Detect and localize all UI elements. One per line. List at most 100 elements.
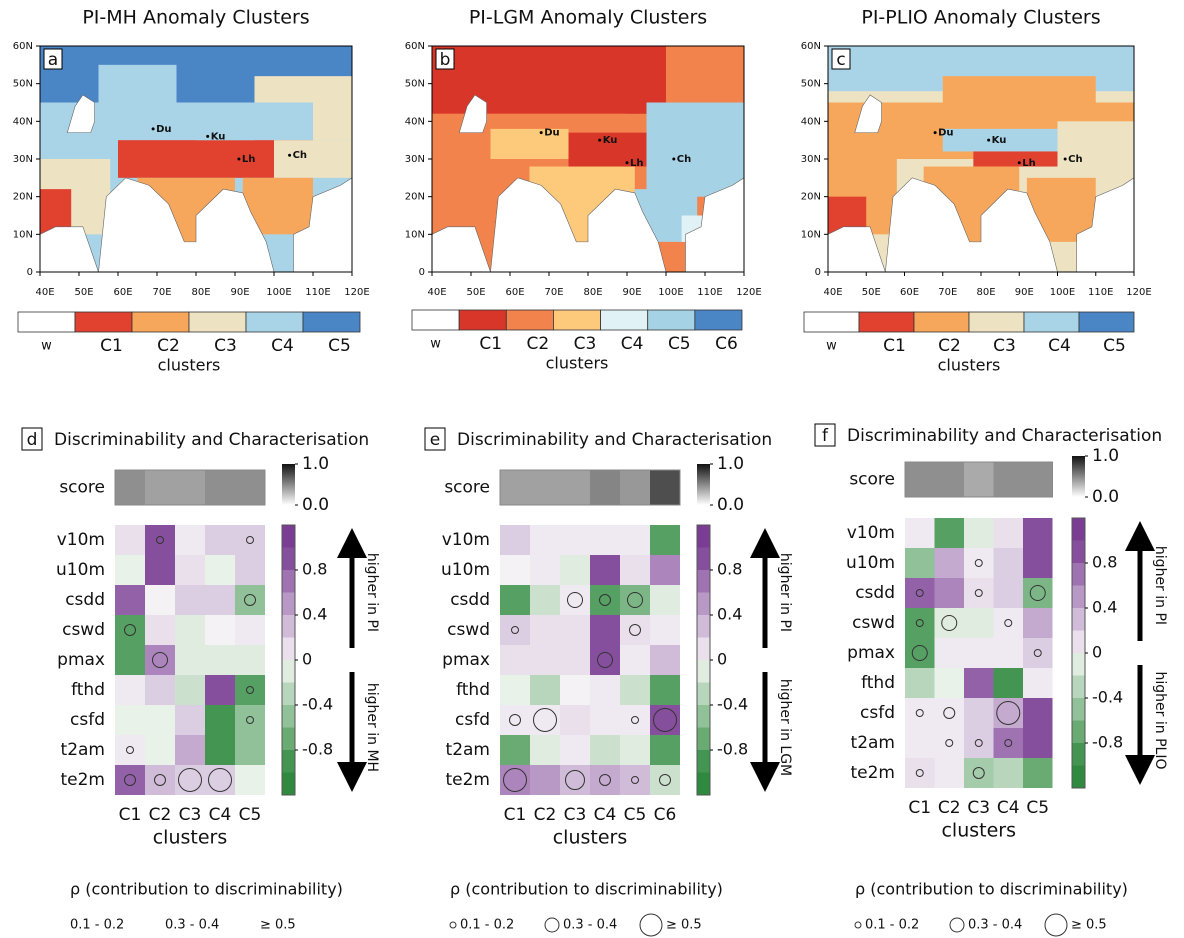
score-tick-label: 1.0 xyxy=(302,454,329,474)
row-label: cswd xyxy=(62,620,105,640)
rho-circle xyxy=(974,739,983,747)
rho-circle xyxy=(509,714,521,726)
x-tick-label: C2 xyxy=(938,798,961,818)
rho-circle xyxy=(1004,739,1013,747)
panel-label-box xyxy=(435,48,455,70)
legend-label: C2 xyxy=(938,336,961,356)
heat-cell xyxy=(235,555,265,585)
heat-cell xyxy=(934,548,964,578)
x-tick-label: C4 xyxy=(209,805,232,825)
legend-swatch xyxy=(968,311,1025,333)
legend-title: clusters xyxy=(938,356,1001,375)
heat-cell xyxy=(993,578,1023,608)
legend-label: C6 xyxy=(715,334,738,354)
colorbar-step xyxy=(1072,518,1085,541)
row-label: pmax xyxy=(847,643,895,663)
colorbar-step xyxy=(697,727,710,750)
ocean xyxy=(490,177,667,273)
rho-circle xyxy=(627,592,643,608)
heat-cell xyxy=(964,608,994,638)
score-frame xyxy=(499,469,681,506)
rho-circle xyxy=(653,708,677,732)
x-tick-label: C4 xyxy=(997,798,1020,818)
rho-circle xyxy=(244,594,256,606)
heat-cell xyxy=(560,675,590,705)
rho-circle xyxy=(208,768,232,792)
heat-cell xyxy=(560,585,590,615)
x-tick-label: 110E xyxy=(697,287,722,298)
colorbar-tick-label: -0.4 xyxy=(1092,688,1123,707)
colorbar-tick-label: 0.8 xyxy=(717,560,742,579)
score-frame xyxy=(114,469,266,506)
x-axis-title: clusters xyxy=(941,820,1016,842)
y-tick-label: 20N xyxy=(405,192,425,203)
score-cell xyxy=(560,470,590,505)
heat-cell xyxy=(650,705,680,735)
ocean xyxy=(458,94,487,133)
score-cell xyxy=(175,470,205,505)
score-cell xyxy=(205,470,235,505)
size-legend-label: ≥ 0.5 xyxy=(1071,918,1107,933)
heat-cell xyxy=(530,645,560,675)
legend-swatch xyxy=(1023,311,1080,333)
heat-cell xyxy=(993,548,1023,578)
city-marker xyxy=(933,131,937,135)
x-tick-label: C3 xyxy=(967,798,990,818)
size-legend-label: ≥ 0.5 xyxy=(260,918,296,933)
heat-cell xyxy=(1023,518,1053,548)
cluster-region xyxy=(1057,121,1134,178)
row-label: cswd xyxy=(447,620,490,640)
legend-swatch xyxy=(505,309,554,331)
x-tick-label: 40E xyxy=(823,287,842,298)
heat-cell xyxy=(205,645,235,675)
rho-circle xyxy=(631,716,639,724)
cluster-region xyxy=(490,128,569,159)
colorbar-tick-label: 0 xyxy=(717,650,727,669)
rho-circle xyxy=(941,615,958,631)
y-tick-label: 0 xyxy=(815,267,821,278)
heat-cell xyxy=(1023,728,1053,758)
x-tick-label: 90E xyxy=(622,287,641,298)
heatmap-panel: e Discriminability and Characterisation sc… xyxy=(424,427,793,937)
y-tick-label: 50N xyxy=(405,79,425,90)
rho-circle xyxy=(972,767,985,779)
heat-cell xyxy=(500,675,530,705)
panel-label: b xyxy=(440,50,451,70)
heat-cell xyxy=(964,518,994,548)
ocean xyxy=(66,94,95,133)
heat-cell xyxy=(500,735,530,765)
score-cell xyxy=(905,462,935,497)
heat-cell xyxy=(175,525,205,555)
heat-cell xyxy=(115,645,145,675)
colorbar-tick-label: 0 xyxy=(1092,643,1102,662)
legend-label: C1 xyxy=(883,336,906,356)
arrow-label: higher in PI xyxy=(777,553,793,632)
score-label: score xyxy=(849,470,895,490)
colorbar-step xyxy=(1072,608,1085,631)
rho-circle xyxy=(1004,619,1013,627)
heat-cell xyxy=(500,765,530,795)
city-label: Ch xyxy=(677,154,691,165)
score-cell xyxy=(145,470,175,505)
rho-circle xyxy=(567,592,583,608)
colorbar-tick-label: 0.8 xyxy=(302,560,327,579)
heat-cell xyxy=(1023,668,1053,698)
heat-cell xyxy=(934,608,964,638)
row-label: t2am xyxy=(446,740,490,760)
heat-cell xyxy=(934,668,964,698)
rho-circle xyxy=(599,594,611,606)
legend-label: C4 xyxy=(271,336,294,356)
rho-circle xyxy=(124,774,136,786)
x-tick-label: C5 xyxy=(239,805,262,825)
x-tick-label: 110E xyxy=(1088,287,1113,298)
colorbar-step xyxy=(697,750,710,773)
colorbar-step xyxy=(697,705,710,728)
y-tick-label: 50N xyxy=(801,79,821,90)
y-tick-label: 10N xyxy=(13,229,33,240)
heat-cell xyxy=(905,518,935,548)
colorbar-step xyxy=(1072,540,1085,563)
legend-label: C2 xyxy=(527,334,550,354)
row-label: csfd xyxy=(455,710,490,730)
heat-cell xyxy=(905,728,935,758)
x-tick-label: 50E xyxy=(74,287,93,298)
